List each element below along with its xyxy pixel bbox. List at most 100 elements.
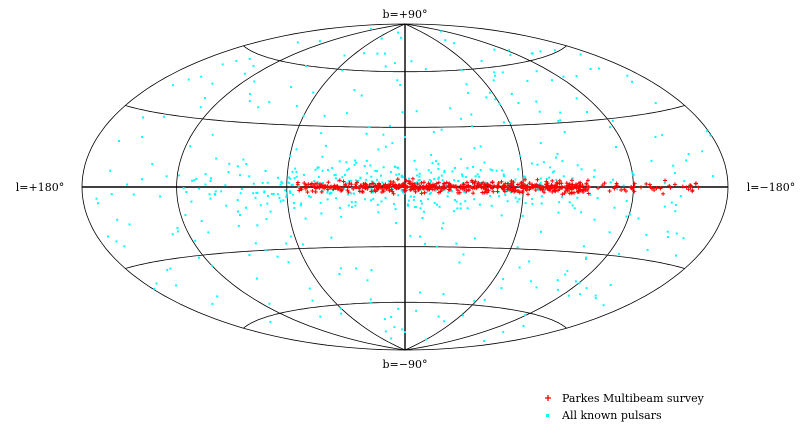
pulsar-point: [418, 178, 421, 181]
pulsar-point: [470, 113, 473, 116]
parkes-point: [339, 188, 344, 193]
pulsar-point: [539, 50, 542, 53]
pulsar-point: [502, 278, 505, 281]
pulsar-point: [400, 175, 403, 178]
pulsar-point: [535, 286, 538, 289]
pulsar-point: [395, 222, 398, 224]
pulsar-point: [97, 202, 99, 205]
pulsar-point: [208, 193, 211, 196]
parkes-point: [515, 182, 520, 187]
pulsar-point: [324, 144, 327, 147]
parkes-point: [379, 190, 384, 195]
pulsar-point: [109, 169, 112, 172]
parkes-point: [632, 181, 637, 186]
pulsar-point: [413, 195, 416, 198]
pulsar-point: [701, 150, 704, 153]
parkes-point: [545, 183, 550, 188]
pulsar-point: [503, 121, 505, 124]
pulsar-point: [473, 198, 476, 201]
pulsar-point: [279, 183, 282, 186]
pulsar-point: [609, 126, 611, 129]
parkes-point: [369, 189, 374, 194]
parkes-point: [553, 186, 558, 191]
pulsar-point: [530, 280, 532, 283]
parkes-point: [408, 179, 413, 184]
parkes-point: [460, 187, 465, 192]
pulsar-point: [427, 169, 430, 172]
pulsar-point: [308, 195, 311, 198]
pulsar-point: [184, 214, 187, 217]
parkes-point: [507, 183, 512, 188]
pulsar-point: [357, 180, 360, 182]
pulsar-point: [194, 239, 197, 242]
parkes-point: [661, 191, 666, 196]
pulsar-point: [393, 165, 396, 168]
pulsar-point: [400, 174, 403, 177]
parkes-point: [322, 183, 327, 188]
pulsar-point: [389, 125, 391, 127]
pulsar-point: [687, 153, 690, 156]
pulsar-point: [370, 187, 373, 190]
pulsar-point: [209, 197, 212, 200]
pulsar-point: [380, 200, 383, 203]
pulsar-point: [263, 191, 266, 194]
pulsar-point: [685, 159, 688, 162]
parkes-point: [614, 181, 619, 186]
parkes-point: [562, 185, 567, 190]
pulsar-point: [628, 213, 631, 216]
parkes-point: [319, 189, 324, 194]
parkes-point: [431, 183, 436, 188]
pulsar-point: [215, 157, 218, 160]
pulsar-point: [295, 170, 298, 173]
parkes-point: [444, 180, 449, 185]
pulsar-point: [518, 198, 521, 201]
pulsar-point: [308, 287, 311, 290]
pulsar-point: [492, 79, 495, 82]
pulsar-point: [287, 181, 289, 184]
pulsar-point: [575, 75, 578, 78]
pulsar-point: [517, 102, 520, 104]
pulsar-point: [510, 92, 513, 95]
pulsar-point: [611, 119, 614, 122]
pulsar-point: [374, 169, 377, 172]
parallel-line: [125, 246, 685, 269]
pulsar-point: [384, 145, 387, 148]
pulsar-point: [416, 174, 419, 177]
parkes-point: [550, 185, 555, 190]
parkes-point: [550, 189, 555, 194]
pulsar-point: [456, 207, 459, 210]
pulsar-point: [352, 192, 355, 195]
parkes-point: [315, 184, 320, 189]
pulsar-point: [269, 320, 272, 323]
pulsar-point: [433, 202, 436, 205]
pulsar-point: [118, 140, 120, 142]
pulsar-point: [394, 62, 396, 65]
pulsar-point: [557, 120, 560, 123]
pulsar-point: [326, 191, 329, 194]
pulsar-point: [447, 191, 450, 194]
pulsar-point: [568, 201, 571, 204]
pulsar-point: [261, 181, 264, 184]
pulsar-point: [440, 128, 443, 131]
pulsar-point: [494, 74, 497, 77]
pulsar-point: [252, 182, 255, 185]
pulsar-point: [272, 192, 275, 195]
pulsar-point: [221, 63, 224, 66]
pulsar-point: [190, 200, 193, 203]
parkes-point: [485, 182, 490, 187]
pulsar-point: [288, 176, 290, 179]
pulsar-point: [263, 190, 266, 193]
pulsar-point: [709, 134, 712, 137]
pulsar-point: [197, 256, 200, 259]
pulsar-point: [498, 195, 501, 198]
parallel-line: [125, 105, 685, 128]
pulsar-point: [576, 196, 579, 199]
parkes-point: [638, 185, 643, 190]
pulsar-point: [417, 179, 420, 182]
pulsar-point: [508, 49, 510, 52]
pulsar-point: [355, 179, 357, 182]
pulsar-point: [501, 169, 504, 172]
pulsar-point: [178, 174, 181, 177]
pulsar-point: [432, 131, 435, 134]
pulsar-point: [559, 119, 562, 122]
